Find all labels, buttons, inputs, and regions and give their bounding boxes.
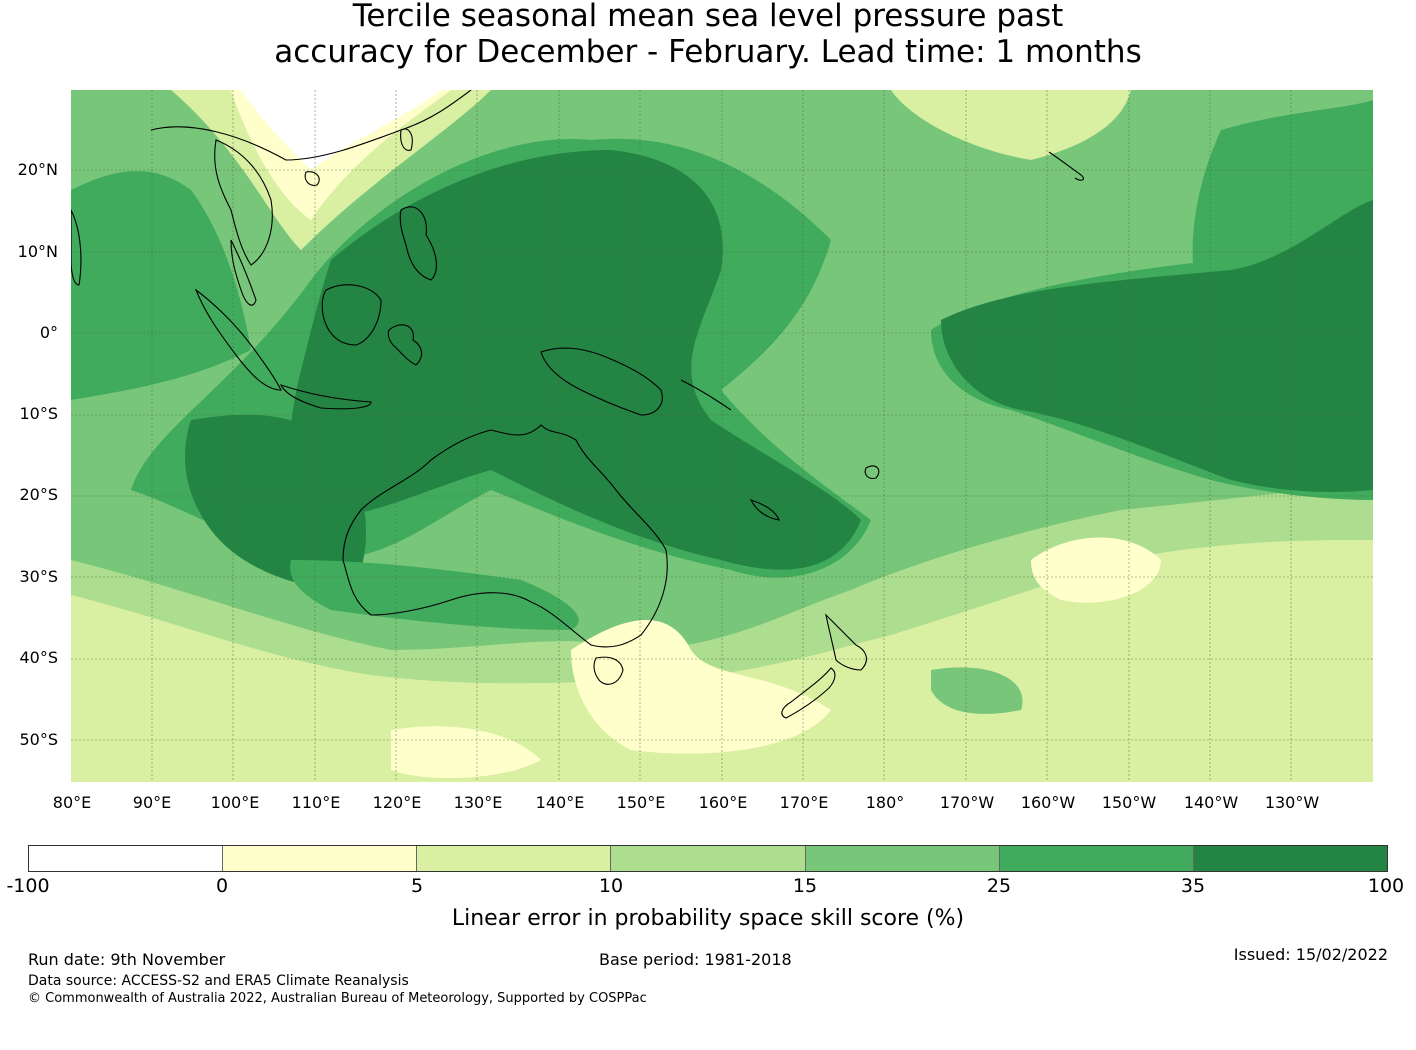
lon-label: 150°W <box>1101 793 1157 812</box>
coastline-new-zealand-south <box>781 667 836 719</box>
colorbar-segment <box>29 846 224 871</box>
coastline-borneo <box>321 284 382 346</box>
lon-label: 130°W <box>1264 793 1320 812</box>
colorbar-segment <box>223 846 418 871</box>
map-title-line-2: accuracy for December - February. Lead t… <box>274 34 1142 70</box>
base-period: Base period: 1981-2018 <box>599 950 792 969</box>
coastline-china <box>150 90 472 161</box>
skill-zone-maritime-core <box>289 150 861 570</box>
colorbar-tick: 10 <box>598 875 624 897</box>
lon-label: 100°E <box>210 793 260 812</box>
colorbar-label: Linear error in probability space skill … <box>451 906 965 931</box>
skill-zone-tasman-low <box>571 620 831 754</box>
lon-label: 180° <box>865 793 905 812</box>
skill-zone-australia-south <box>290 560 579 630</box>
lon-label: 170°W <box>939 793 995 812</box>
coastline-australia <box>342 424 668 648</box>
skill-zone-china-blank <box>241 90 441 170</box>
colorbar-tick: 0 <box>215 875 229 897</box>
lon-label: 140°W <box>1183 793 1239 812</box>
lat-label: 20°N <box>17 160 58 179</box>
skill-zone-indian-ocean <box>71 171 251 400</box>
coastline-india-tip <box>71 209 82 286</box>
coastline-sulawesi <box>387 324 423 366</box>
colorbar-tick: 25 <box>986 875 1012 897</box>
coastline-solomon-islands <box>680 379 732 411</box>
lat-label: 20°S <box>19 485 58 504</box>
coastline-indochina <box>214 139 273 266</box>
lat-label: 0° <box>39 323 58 342</box>
lon-label: 160°E <box>698 793 748 812</box>
coastline-new-guinea <box>540 347 663 416</box>
lat-label: 40°S <box>19 648 58 667</box>
coastline-new-zealand-north <box>825 613 867 671</box>
lat-label: 50°S <box>19 730 58 749</box>
copyright: © Commonwealth of Australia 2022, Austra… <box>28 991 647 1006</box>
skill-zone-east-equatorial-core <box>941 200 1373 492</box>
lon-label: 120°E <box>372 793 422 812</box>
colorbar-segment <box>999 846 1194 871</box>
colorbar-segment <box>417 846 612 871</box>
colorbar-segment <box>611 846 806 871</box>
graticule <box>71 90 1373 782</box>
lon-label: 80°E <box>52 793 92 812</box>
skill-zone-north-pacific-light <box>891 90 1131 160</box>
skill-score-map <box>71 90 1373 782</box>
coastline-hainan <box>304 171 320 186</box>
map-title-line-1: Tercile seasonal mean sea level pressure… <box>352 0 1064 34</box>
coastline-philippines <box>399 206 437 281</box>
issued-date: Issued: 15/02/2022 <box>1233 945 1388 964</box>
coastline-malay-peninsula <box>230 239 257 306</box>
colorbar-tick: 35 <box>1180 875 1206 897</box>
coastline-hawaii <box>1048 151 1084 181</box>
coastline-tasmania <box>593 656 624 685</box>
coastline-sumatra <box>194 288 282 391</box>
run-date: Run date: 9th November <box>28 950 226 969</box>
coastline-taiwan <box>400 128 413 151</box>
coastlines <box>71 90 1084 719</box>
skill-zone-south-low-1 <box>391 726 541 779</box>
colorbar-tick: -100 <box>6 875 50 897</box>
lon-label: 150°E <box>616 793 666 812</box>
skill-zone-south-mid <box>931 667 1023 714</box>
colorbar-tick: 100 <box>1367 875 1405 897</box>
skill-zone-australia-west <box>185 414 366 590</box>
lat-label: 30°S <box>19 567 58 586</box>
lon-label: 160°W <box>1020 793 1076 812</box>
lon-label: 110°E <box>291 793 341 812</box>
lon-label: 170°E <box>779 793 829 812</box>
colorbar-tick: 15 <box>792 875 818 897</box>
lat-label: 10°S <box>19 404 58 423</box>
skill-zone-south-light <box>71 540 1373 782</box>
skill-zone-pacific-low <box>1031 537 1161 603</box>
lon-label: 90°E <box>132 793 172 812</box>
colorbar-tick: 5 <box>410 875 424 897</box>
lon-label: 130°E <box>453 793 503 812</box>
coastline-fiji <box>864 465 880 479</box>
colorbar <box>28 845 1388 872</box>
coastline-java <box>279 384 372 410</box>
colorbar-segment <box>1193 846 1387 871</box>
data-source: Data source: ACCESS-S2 and ERA5 Climate … <box>28 973 409 989</box>
lat-label: 10°N <box>17 242 58 261</box>
coastline-new-caledonia <box>749 499 780 521</box>
colorbar-segment <box>805 846 1000 871</box>
lon-label: 140°E <box>535 793 585 812</box>
